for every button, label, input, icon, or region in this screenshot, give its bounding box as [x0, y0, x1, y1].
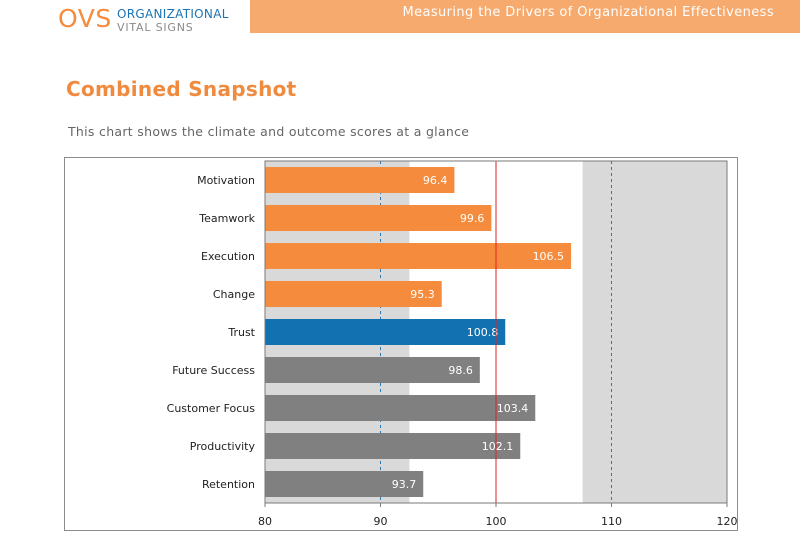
bar-retention	[265, 471, 424, 497]
x-tick-label-80: 80	[258, 515, 272, 528]
value-label-execution: 106.5	[533, 250, 565, 263]
chart-frame: 96.4 Motivation 99.6 Teamwork 106.5 Execution…	[64, 157, 738, 531]
category-label-trust: Trust	[227, 326, 255, 339]
bar-teamwork	[265, 205, 492, 231]
x-tick-label-110: 110	[601, 515, 622, 528]
value-label-motivation: 96.4	[423, 174, 448, 187]
bar-productivity	[265, 433, 521, 459]
bar-change	[265, 281, 442, 307]
logo-line-organizational: ORGANIZATIONAL	[117, 7, 229, 21]
value-label-change: 95.3	[410, 288, 435, 301]
category-label-execution: Execution	[201, 250, 255, 263]
chart-description: This chart shows the climate and outcome…	[68, 124, 470, 139]
category-label-productivity: Productivity	[190, 440, 256, 453]
value-label-retention: 93.7	[392, 478, 417, 491]
category-label-teamwork: Teamwork	[198, 212, 255, 225]
category-label-customer-focus: Customer Focus	[167, 402, 256, 415]
category-label-change: Change	[213, 288, 255, 301]
bar-trust	[265, 319, 506, 345]
value-label-productivity: 102.1	[482, 440, 514, 453]
x-tick-label-120: 120	[717, 515, 738, 528]
x-tick-label-90: 90	[374, 515, 388, 528]
bar-motivation	[265, 167, 455, 193]
bar-customer-focus	[265, 395, 536, 421]
page-title: Combined Snapshot	[66, 77, 297, 101]
logo-line-vital-signs: VITAL SIGNS	[117, 21, 194, 34]
value-label-trust: 100.8	[467, 326, 499, 339]
value-label-customer-focus: 103.4	[497, 402, 529, 415]
value-label-future-success: 98.6	[448, 364, 473, 377]
bar-future-success	[265, 357, 480, 383]
shaded-band-2	[582, 161, 727, 503]
x-tick-label-100: 100	[486, 515, 507, 528]
banner-tagline: Measuring the Drivers of Organizational …	[402, 5, 774, 20]
snapshot-bar-chart: 96.4 Motivation 99.6 Teamwork 106.5 Execution…	[167, 160, 738, 528]
bar-execution	[265, 243, 572, 269]
logo-mark: OVS	[58, 4, 112, 33]
header: OVS ORGANIZATIONAL VITAL SIGNS Measuring…	[0, 0, 800, 34]
value-label-teamwork: 99.6	[460, 212, 485, 225]
category-label-future-success: Future Success	[172, 364, 255, 377]
category-label-motivation: Motivation	[197, 174, 255, 187]
header-banner: Measuring the Drivers of Organizational …	[250, 0, 800, 33]
category-label-retention: Retention	[202, 478, 255, 491]
